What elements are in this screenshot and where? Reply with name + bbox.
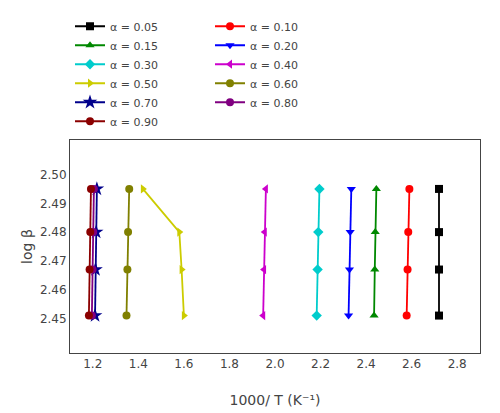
svg-text:2.45: 2.45 bbox=[40, 312, 67, 326]
svg-text:α = 0.15: α = 0.15 bbox=[110, 40, 158, 53]
svg-text:2.8: 2.8 bbox=[448, 357, 467, 371]
svg-text:2.47: 2.47 bbox=[40, 254, 67, 268]
svg-text:α = 0.60: α = 0.60 bbox=[250, 78, 298, 91]
svg-text:α = 0.05: α = 0.05 bbox=[110, 21, 158, 34]
svg-text:2.48: 2.48 bbox=[40, 225, 67, 239]
svg-text:α = 0.10: α = 0.10 bbox=[250, 21, 298, 34]
svg-text:1.2: 1.2 bbox=[83, 357, 102, 371]
svg-text:2.2: 2.2 bbox=[311, 357, 330, 371]
svg-text:2.4: 2.4 bbox=[357, 357, 376, 371]
svg-text:α = 0.30: α = 0.30 bbox=[110, 59, 158, 72]
svg-text:α = 0.80: α = 0.80 bbox=[250, 97, 298, 110]
svg-text:1.8: 1.8 bbox=[220, 357, 239, 371]
svg-text:α = 0.50: α = 0.50 bbox=[110, 78, 158, 91]
svg-text:α = 0.90: α = 0.90 bbox=[110, 116, 158, 129]
svg-text:2.0: 2.0 bbox=[265, 357, 284, 371]
svg-text:2.49: 2.49 bbox=[40, 197, 67, 211]
svg-text:2.46: 2.46 bbox=[40, 283, 67, 297]
svg-text:log β: log β bbox=[19, 229, 35, 264]
svg-text:α = 0.20: α = 0.20 bbox=[250, 40, 298, 53]
svg-text:2.6: 2.6 bbox=[402, 357, 421, 371]
svg-text:α = 0.40: α = 0.40 bbox=[250, 59, 298, 72]
svg-text:α = 0.70: α = 0.70 bbox=[110, 97, 158, 110]
svg-text:1.6: 1.6 bbox=[174, 357, 193, 371]
svg-text:1000/ T (K⁻¹): 1000/ T (K⁻¹) bbox=[230, 392, 321, 408]
svg-text:2.50: 2.50 bbox=[40, 168, 67, 182]
svg-text:1.4: 1.4 bbox=[129, 357, 148, 371]
